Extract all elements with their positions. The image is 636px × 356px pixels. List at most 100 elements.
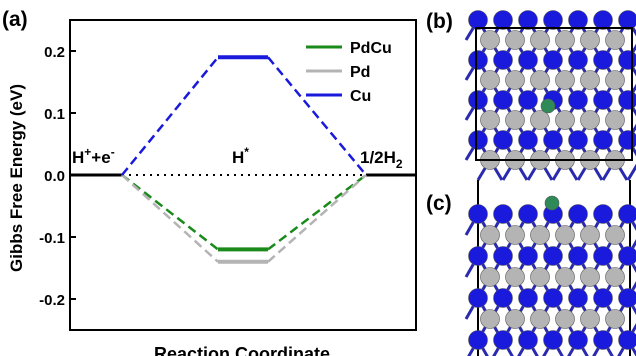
cu-atom: [618, 50, 636, 70]
cu-atom: [543, 288, 563, 308]
y-tick-label: -0.1: [39, 230, 65, 247]
pd-atom: [605, 30, 625, 50]
cu-atom: [618, 204, 636, 224]
pd-atom: [480, 30, 500, 50]
pd-atom: [580, 225, 600, 245]
cu-atom: [468, 288, 488, 308]
y-ticks: 0.2 0.1 0.0 -0.1 -0.2: [39, 44, 76, 309]
adsorbed-h-atom: [540, 98, 556, 114]
pd-atom: [480, 225, 500, 245]
pd-atom: [605, 110, 625, 130]
pd-atom: [505, 309, 525, 329]
cu-atom: [518, 288, 538, 308]
pd-atom: [505, 225, 525, 245]
cu-atom: [468, 246, 488, 266]
pd-atom: [580, 309, 600, 329]
top-view-structure: [464, 8, 636, 181]
cu-atom: [518, 90, 538, 110]
series-connector-Pd: [267, 174, 367, 263]
pd-atom: [530, 309, 550, 329]
cu-atom: [468, 204, 488, 224]
pd-atom: [555, 267, 575, 287]
x-axis-label: Reaction Coordinate: [154, 344, 330, 356]
cu-atom: [618, 130, 636, 150]
cu-atom: [518, 204, 538, 224]
y-tick-label: -0.2: [39, 292, 65, 309]
pd-atom: [530, 30, 550, 50]
series: [121, 55, 367, 264]
cu-atom: [493, 246, 513, 266]
cu-atom: [468, 330, 488, 350]
cu-atom: [543, 330, 563, 350]
pd-atom: [505, 110, 525, 130]
cu-atom: [593, 90, 613, 110]
pd-atom: [505, 70, 525, 90]
cu-atom: [493, 50, 513, 70]
cu-atom: [593, 50, 613, 70]
pd-atom: [480, 267, 500, 287]
cu-atom: [543, 130, 563, 150]
pd-atom: [605, 225, 625, 245]
legend-label-Cu: Cu: [350, 88, 371, 105]
y-tick-label: 0.2: [44, 44, 65, 61]
unit-cell-frame: [475, 27, 633, 161]
cu-atom: [468, 10, 488, 30]
panel-label-a: (a): [2, 8, 28, 31]
pd-atom: [555, 225, 575, 245]
pd-atom: [580, 267, 600, 287]
pd-atom: [480, 110, 500, 130]
pd-atom: [580, 30, 600, 50]
cu-atom: [493, 130, 513, 150]
legend-label-Pd: Pd: [350, 64, 370, 81]
cu-atom: [493, 288, 513, 308]
series-connector-Cu: [121, 56, 219, 176]
state-label-initial: H++e-: [72, 145, 115, 167]
cu-atom: [493, 90, 513, 110]
pd-atom: [580, 110, 600, 130]
pd-atom: [530, 267, 550, 287]
series-connector-Pd: [121, 174, 219, 263]
pd-atom: [605, 267, 625, 287]
pd-atom: [605, 309, 625, 329]
cu-atom: [518, 130, 538, 150]
state-label-final: 1/2H2: [360, 148, 403, 171]
bond: [626, 163, 636, 181]
pd-atom: [530, 225, 550, 245]
pd-atom: [555, 110, 575, 130]
cu-atom: [618, 288, 636, 308]
legend-label-PdCu: PdCu: [350, 40, 392, 57]
pd-atom: [530, 110, 550, 130]
cu-atom: [568, 10, 588, 30]
cu-atom: [618, 246, 636, 266]
y-axis-label: Gibbs Free Energy (eV): [7, 84, 26, 272]
series-connector-Cu: [267, 56, 367, 176]
cu-atom: [593, 10, 613, 30]
cu-atom: [493, 204, 513, 224]
energy-diagram: Gibbs Free Energy (eV) Reaction Coordina…: [7, 19, 417, 356]
state-label-intermediate: H*: [232, 145, 249, 167]
cu-atom: [618, 10, 636, 30]
cu-atom: [593, 246, 613, 266]
pd-atom: [555, 70, 575, 90]
cu-atom: [493, 10, 513, 30]
pd-atom: [605, 70, 625, 90]
cu-atom: [593, 204, 613, 224]
cu-atom: [568, 90, 588, 110]
cu-atom: [543, 50, 563, 70]
panel-label-c: (c): [426, 192, 452, 215]
y-tick-label: 0.1: [44, 106, 65, 123]
cu-atom: [468, 130, 488, 150]
cu-atom: [568, 288, 588, 308]
cu-atom: [593, 288, 613, 308]
cu-atom: [518, 10, 538, 30]
cu-atom: [618, 330, 636, 350]
cu-atom: [568, 130, 588, 150]
series-connector-PdCu: [121, 174, 219, 251]
cu-atom: [468, 50, 488, 70]
panel-label-b: (b): [426, 10, 453, 33]
pd-atom: [555, 30, 575, 50]
cu-atom: [518, 50, 538, 70]
cu-atom: [568, 204, 588, 224]
